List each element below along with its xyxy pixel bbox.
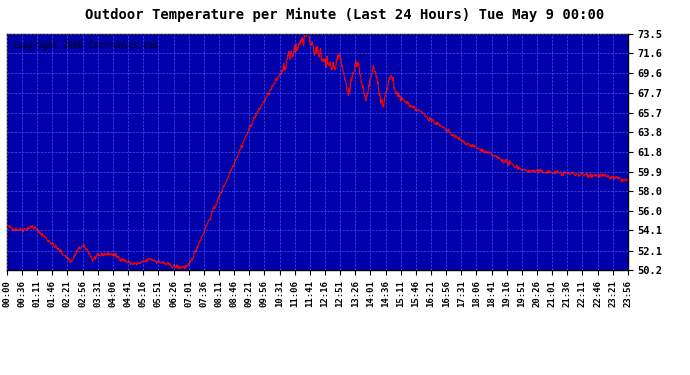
Text: Copyright 2006 Cartronics.com: Copyright 2006 Cartronics.com bbox=[13, 41, 158, 50]
Text: Outdoor Temperature per Minute (Last 24 Hours) Tue May 9 00:00: Outdoor Temperature per Minute (Last 24 … bbox=[86, 8, 604, 22]
